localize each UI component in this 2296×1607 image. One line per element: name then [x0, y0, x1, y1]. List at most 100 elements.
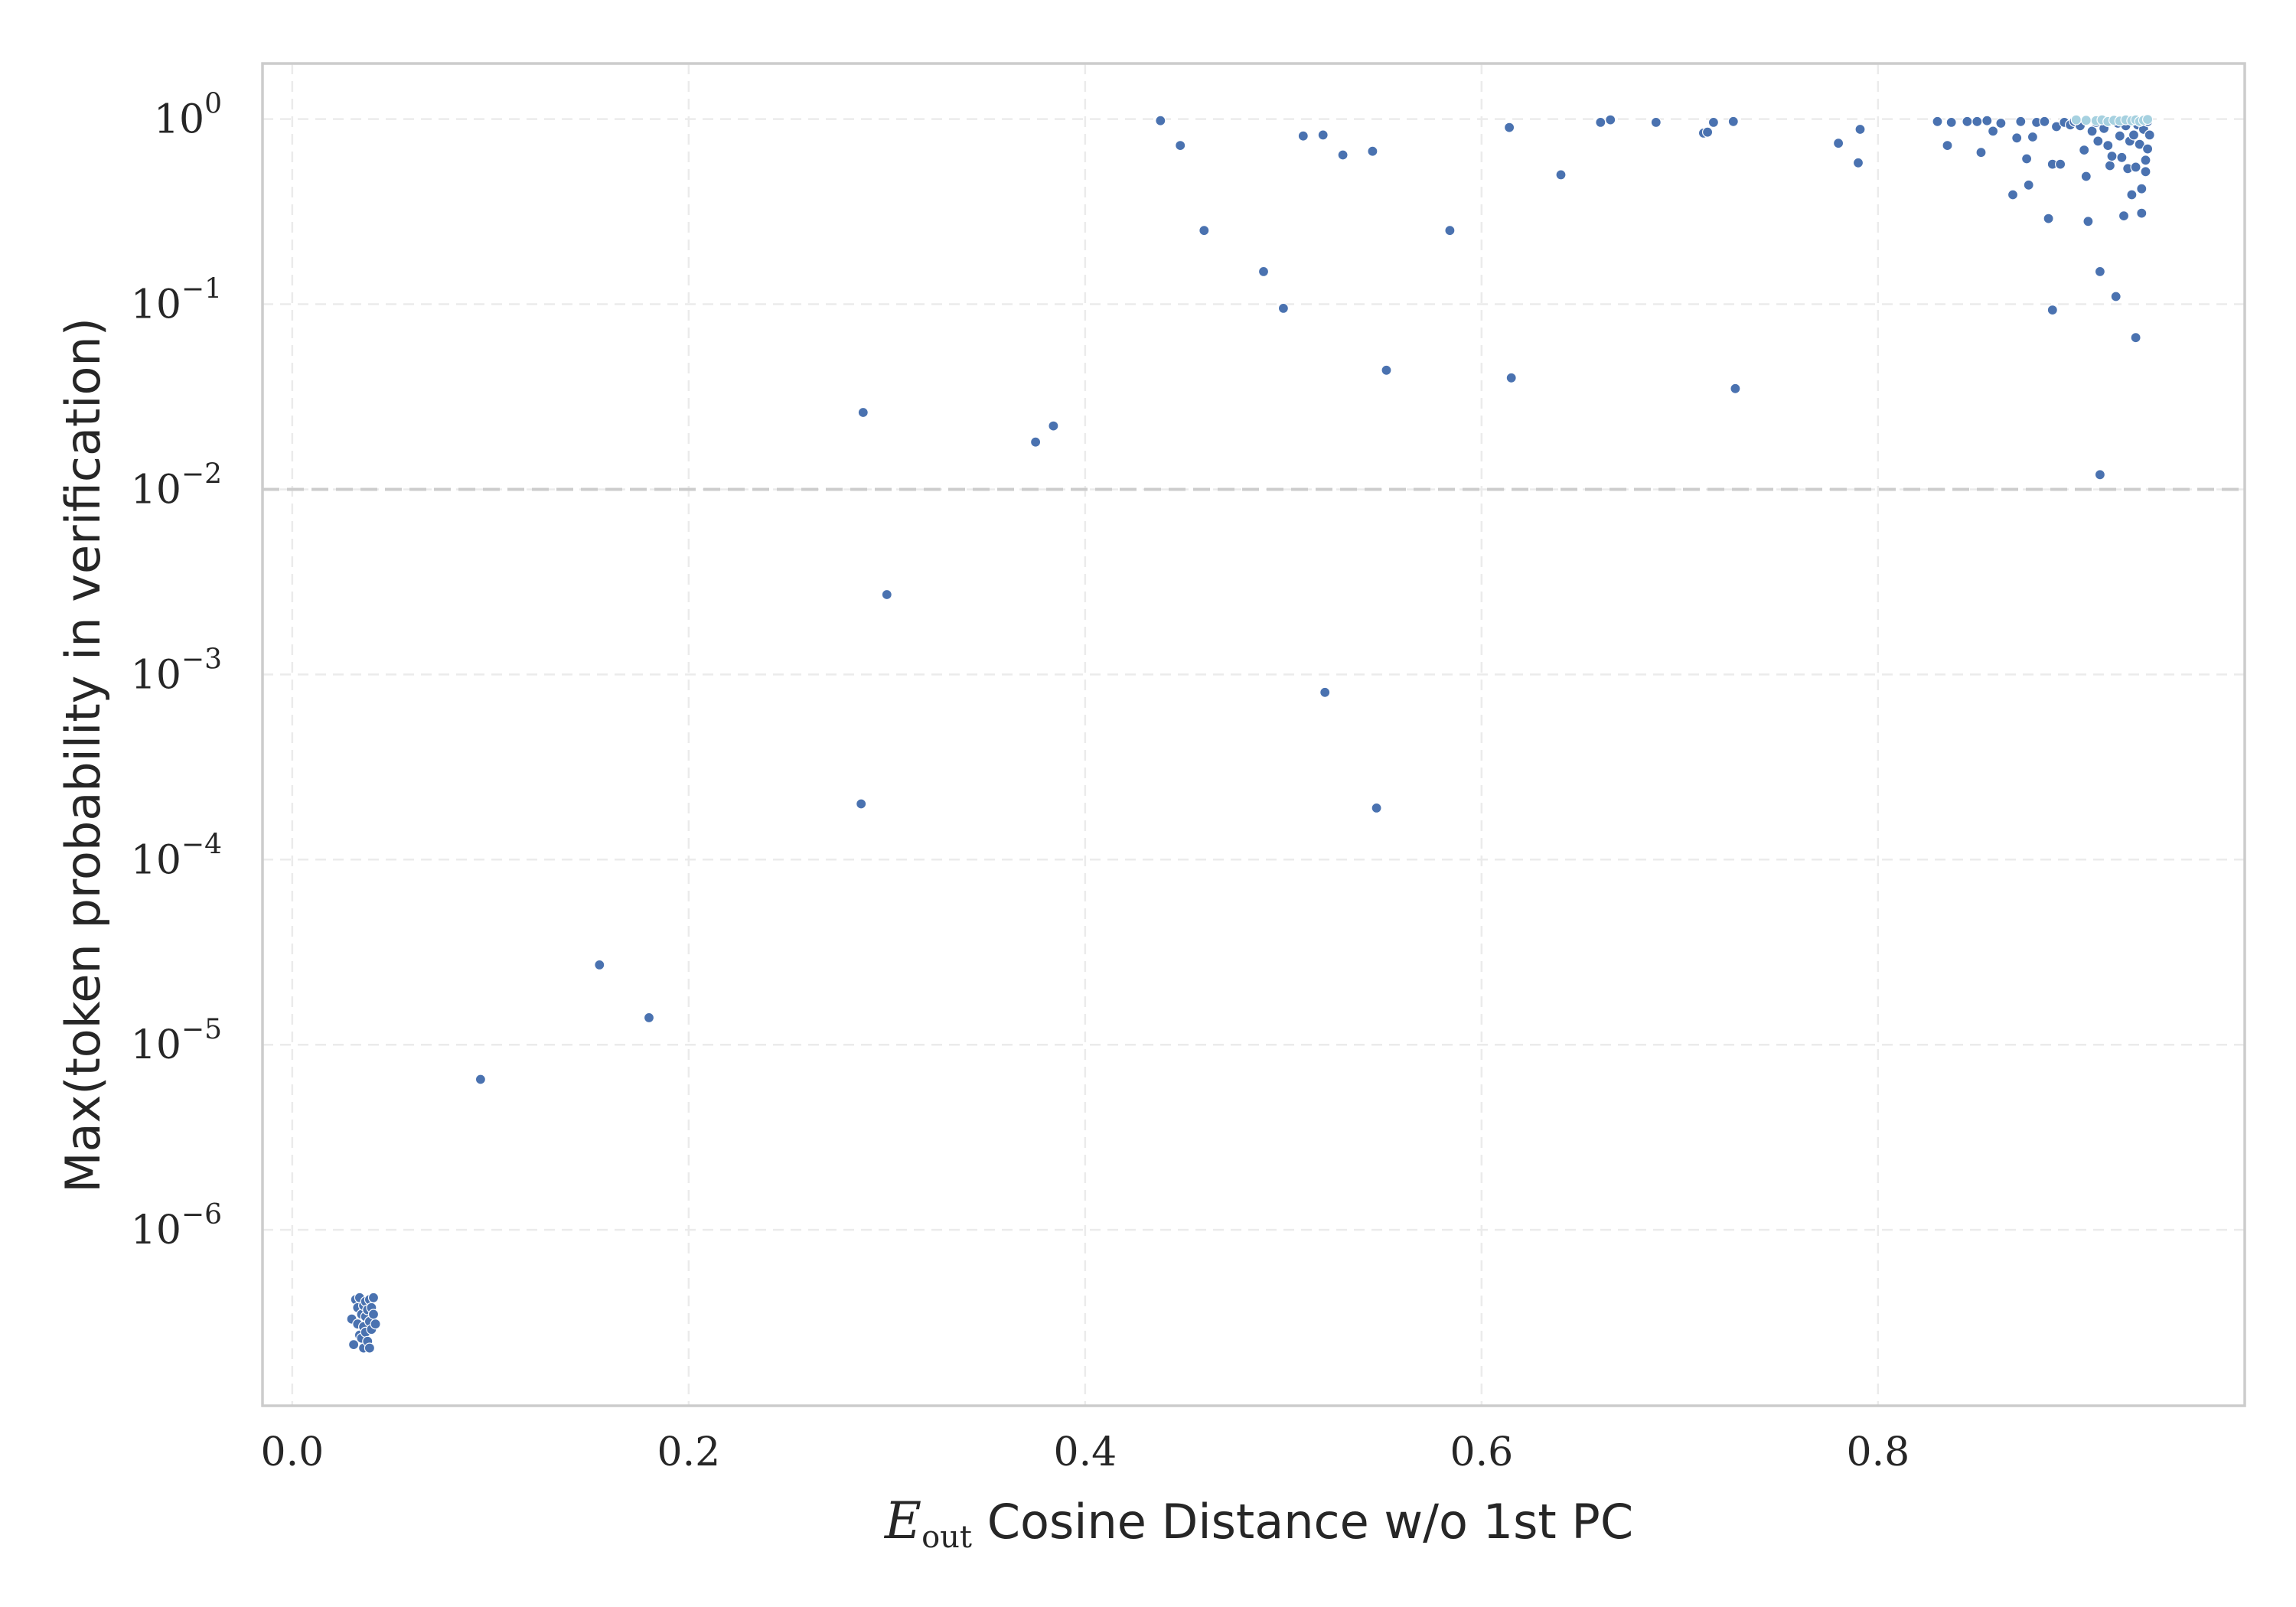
- x-tick-label: 0.8: [1846, 1429, 1910, 1475]
- scatter-point: [1833, 138, 1844, 149]
- scatter-point: [2043, 213, 2054, 224]
- scatter-point: [1505, 372, 1517, 383]
- scatter-point: [2082, 216, 2094, 227]
- x-axis-label: Eout Cosine Distance w/o 1st PC: [884, 1491, 1633, 1555]
- scatter-point: [2094, 469, 2105, 481]
- scatter-point: [2080, 171, 2092, 182]
- scatter-point: [1852, 157, 1864, 168]
- scatter-point: [367, 1292, 380, 1303]
- scatter-point: [1707, 116, 1719, 128]
- y-tick-label: 10−1: [131, 274, 222, 328]
- scatter-point: [2136, 207, 2148, 219]
- scatter-point: [2079, 145, 2090, 156]
- scatter-point: [1727, 116, 1739, 127]
- y-tick-label: 10−2: [131, 458, 222, 513]
- scatter-point: [1981, 115, 1993, 126]
- scatter-point: [2092, 135, 2104, 147]
- scatter-point: [594, 959, 605, 971]
- scatter-point: [2070, 114, 2082, 125]
- x-axis-label-text: Cosine Distance w/o 1st PC: [987, 1494, 1633, 1550]
- scatter-point: [2128, 129, 2140, 141]
- scatter-point: [1367, 145, 1378, 157]
- scatter-point: [2106, 151, 2118, 162]
- y-tick-label: 10−4: [131, 829, 222, 883]
- y-tick-label: 100: [154, 89, 222, 143]
- scatter-point: [1730, 383, 1741, 394]
- scatter-point: [1503, 122, 1515, 133]
- scatter-point: [1962, 116, 1973, 127]
- scatter-point: [1605, 114, 1616, 125]
- scatter-point: [2027, 131, 2038, 143]
- x-tick-label: 0.0: [260, 1429, 324, 1475]
- scatter-point: [2140, 166, 2151, 178]
- scatter-point: [370, 1319, 381, 1330]
- x-axis-label-subscript: out: [921, 1520, 972, 1555]
- scatter-point: [1029, 436, 1042, 448]
- scatter-point: [2015, 116, 2027, 127]
- x-axis-label-symbol: E: [884, 1491, 921, 1550]
- scatter-point: [1371, 802, 1382, 814]
- scatter-point: [881, 588, 892, 601]
- scatter-point: [2130, 161, 2141, 173]
- scatter-point: [2086, 125, 2098, 137]
- scatter-point: [2110, 291, 2122, 302]
- x-tick-label: 0.6: [1450, 1429, 1513, 1475]
- plot-frame: [261, 62, 2246, 1407]
- scatter-point: [2140, 155, 2151, 166]
- scatter-point: [1595, 116, 1606, 128]
- scatter-point: [1988, 125, 1999, 137]
- scatter-point: [1199, 225, 1210, 236]
- y-tick-labels: 100 10−1 10−2 10−3 10−4 10−5 10−6: [131, 89, 222, 1254]
- scatter-point: [1854, 123, 1866, 135]
- scatter-point: [2142, 143, 2154, 155]
- scatter-point: [2011, 132, 2023, 144]
- scatter-point: [2130, 332, 2141, 344]
- scatter-point: [1995, 117, 2007, 129]
- scatter-point: [1277, 302, 1290, 314]
- scatter-point: [1945, 116, 1957, 128]
- scatter-point: [1650, 116, 1662, 128]
- scatter-point: [643, 1012, 655, 1024]
- scatter-point: [2094, 266, 2105, 277]
- scatter-point: [1975, 147, 1987, 158]
- scatter-point: [1381, 364, 1392, 376]
- scatter-point: [367, 1309, 380, 1320]
- scatter-point: [1942, 140, 1953, 152]
- scatter-point: [2142, 114, 2154, 125]
- scatter-point: [2116, 152, 2128, 163]
- scatter-point: [2021, 153, 2033, 165]
- scatter-point: [1555, 169, 1567, 181]
- scatter-point: [2007, 189, 2019, 200]
- scatter-point: [1175, 140, 1186, 152]
- scatter-point: [856, 798, 867, 810]
- scatter-point: [1257, 266, 1270, 277]
- scatter-point: [2136, 183, 2148, 194]
- y-tick-label: 10−6: [131, 1199, 222, 1253]
- scatter-point: [348, 1338, 360, 1351]
- scatter-point: [1319, 686, 1331, 698]
- scatter-point: [1702, 126, 1714, 138]
- x-tick-labels: 0.0 0.2 0.4 0.6 0.8: [260, 1429, 1910, 1475]
- scatter-point: [2118, 210, 2130, 222]
- x-tick-label: 0.4: [1053, 1429, 1117, 1475]
- scatter-point: [2039, 116, 2050, 127]
- scatter-point: [2055, 158, 2066, 170]
- scatter-point: [2134, 139, 2145, 150]
- scatter-point: [1932, 116, 1943, 127]
- scatter-point: [1444, 225, 1456, 236]
- y-tick-label: 10−3: [131, 644, 222, 698]
- scatter-point: [2144, 129, 2155, 141]
- scatter-point: [2126, 189, 2138, 200]
- scatter-point: [1317, 129, 1329, 141]
- scatter-point: [2102, 140, 2114, 152]
- scatter-point: [364, 1342, 375, 1354]
- x-tick-label: 0.2: [657, 1429, 720, 1475]
- scatter-point: [1155, 115, 1166, 126]
- scatter-point: [1971, 116, 1983, 127]
- scatter-point: [1048, 420, 1059, 432]
- scatter-point: [2023, 179, 2034, 191]
- scatter-point: [1337, 149, 1349, 161]
- y-tick-label: 10−5: [131, 1014, 222, 1068]
